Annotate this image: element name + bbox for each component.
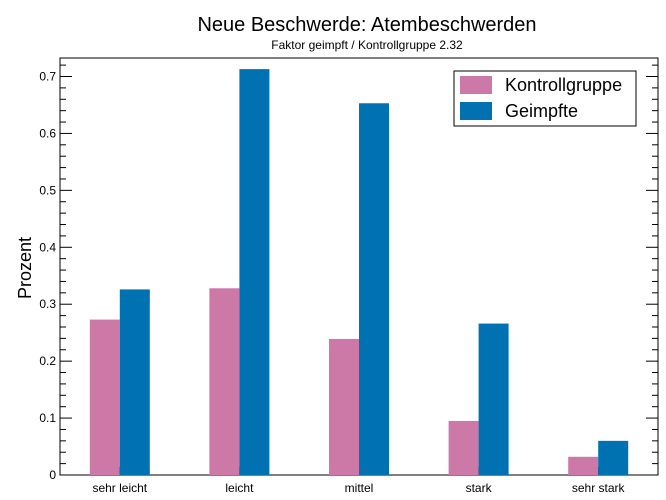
legend: Kontrollgruppe Geimpfte <box>453 70 637 127</box>
bar-kontrollgruppe-mittel <box>329 338 359 475</box>
bar-geimpfte-sehr-stark <box>598 440 629 475</box>
y-tick-label: 0.1 <box>39 411 56 425</box>
axis-ticks <box>60 64 658 476</box>
bar-geimpfte-stark <box>478 323 509 475</box>
y-tick-labels: 0 0.1 0.2 0.3 0.4 0.5 0.6 0.7 <box>39 70 56 482</box>
legend-label-kontrollgruppe: Kontrollgruppe <box>505 75 622 95</box>
y-tick-label: 0.2 <box>39 354 56 368</box>
legend-swatch-geimpfte <box>460 102 492 120</box>
bars <box>89 69 629 476</box>
bar-kontrollgruppe-sehr-leicht <box>89 319 120 475</box>
bar-geimpfte-mittel <box>359 103 389 475</box>
y-tick-label: 0.7 <box>39 70 56 84</box>
y-tick-label: 0.5 <box>39 183 56 197</box>
bar-kontrollgruppe-sehr-stark <box>568 456 599 475</box>
bar-kontrollgruppe-leicht <box>209 288 240 475</box>
y-tick-label: 0.3 <box>39 297 56 311</box>
x-tick-label: stark <box>466 481 493 495</box>
legend-swatch-kontrollgruppe <box>460 76 492 94</box>
x-tick-label: sehr stark <box>572 481 626 495</box>
y-tick-label: 0.6 <box>39 126 56 140</box>
y-tick-label: 0 <box>49 468 56 482</box>
bar-kontrollgruppe-stark <box>448 420 479 475</box>
x-tick-label: sehr leicht <box>92 481 147 495</box>
y-axis-label: Prozent <box>15 237 35 299</box>
bar-geimpfte-leicht <box>239 69 270 476</box>
bar-geimpfte-sehr-leicht <box>119 289 150 475</box>
chart-subtitle: Faktor geimpft / Kontrollgruppe 2.32 <box>271 38 463 52</box>
legend-label-geimpfte: Geimpfte <box>505 101 578 121</box>
x-tick-label: mittel <box>345 481 374 495</box>
chart-title: Neue Beschwerde: Atembeschwerden <box>197 14 536 36</box>
y-tick-label: 0.4 <box>39 240 56 254</box>
x-tick-labels: sehr leicht leicht mittel stark sehr stark <box>92 481 625 495</box>
x-tick-label: leicht <box>225 481 254 495</box>
